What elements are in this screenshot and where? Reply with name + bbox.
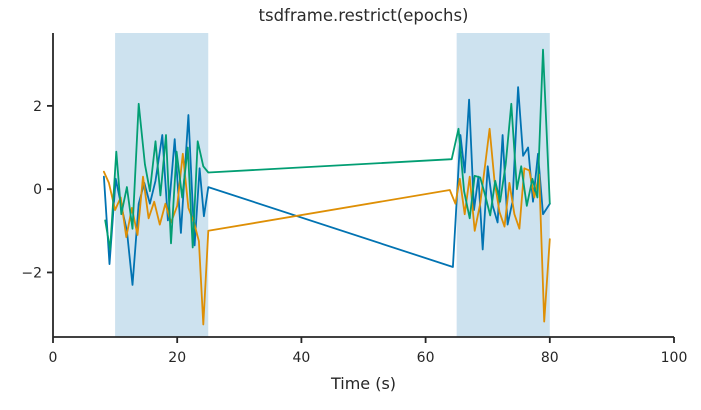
line-series-column-2-green <box>104 48 551 251</box>
chart-title: tsdframe.restrict(epochs) <box>259 6 469 25</box>
line-series-column-1-orange <box>103 127 551 326</box>
series-layer <box>103 48 551 326</box>
y-tick-label: −2 <box>21 265 42 281</box>
x-axis-label: Time (s) <box>330 374 396 393</box>
y-tick-label: 2 <box>33 99 42 115</box>
x-tick-label: 100 <box>661 350 688 366</box>
x-tick-label: 60 <box>417 350 435 366</box>
x-tick-label: 40 <box>292 350 310 366</box>
y-tick-label: 0 <box>33 182 42 198</box>
x-tick-label: 0 <box>49 350 58 366</box>
x-tick-label: 20 <box>168 350 186 366</box>
x-tick-label: 80 <box>541 350 559 366</box>
axes-layer: 0 20 40 60 80 100 −2 0 2 <box>21 33 687 366</box>
